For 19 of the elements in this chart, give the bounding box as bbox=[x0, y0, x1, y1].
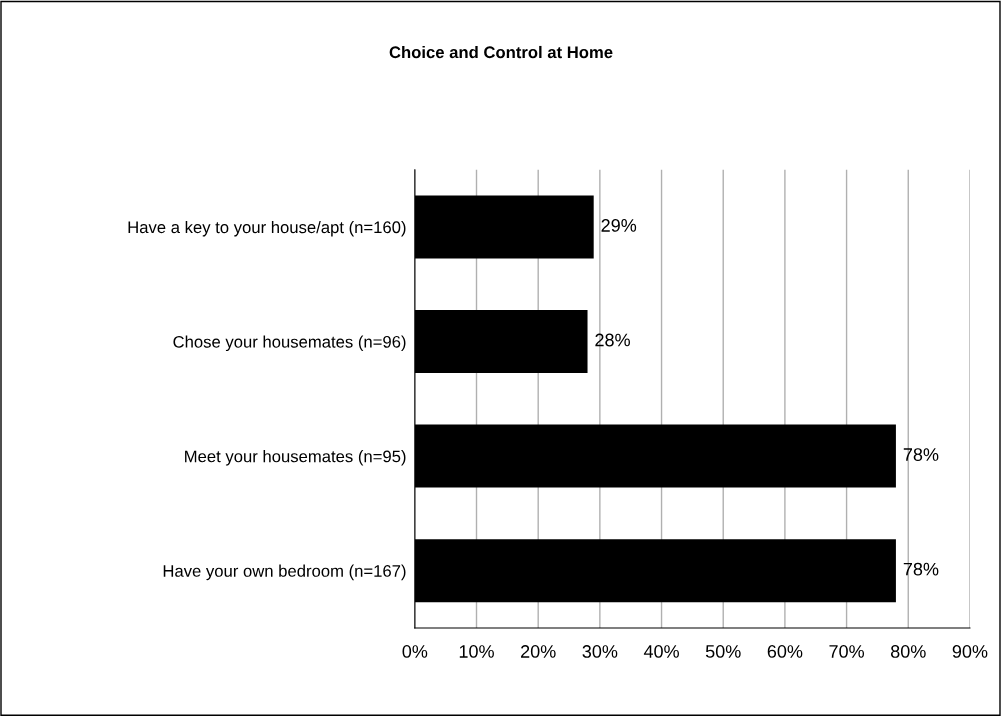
data-label: 78% bbox=[903, 562, 939, 576]
y-tick-label: Have your own bedroom (n=167) bbox=[163, 564, 406, 581]
x-tick-label: 60% bbox=[767, 645, 803, 658]
x-tick-label: 40% bbox=[643, 645, 679, 658]
y-tick-label: Chose your housemates (n=96) bbox=[173, 335, 406, 352]
data-label: 28% bbox=[595, 333, 630, 347]
x-tick-label: 70% bbox=[829, 645, 865, 658]
data-label: 78% bbox=[903, 448, 939, 461]
x-tick-label: 80% bbox=[890, 645, 926, 658]
x-tick-label: 20% bbox=[521, 645, 556, 658]
y-tick-label: Have a key to your house/apt (n=160) bbox=[128, 220, 406, 237]
data-label: 29% bbox=[601, 219, 637, 232]
x-tick-label: 30% bbox=[582, 645, 618, 658]
x-tick-label: 0% bbox=[402, 645, 428, 658]
x-tick-label: 90% bbox=[952, 645, 988, 658]
x-tick-label: 50% bbox=[705, 645, 741, 658]
y-tick-label: Meet your housemates (n=95) bbox=[185, 450, 406, 466]
x-tick-label: 10% bbox=[459, 645, 494, 658]
chart-title: Choice and Control at Home bbox=[389, 45, 613, 59]
